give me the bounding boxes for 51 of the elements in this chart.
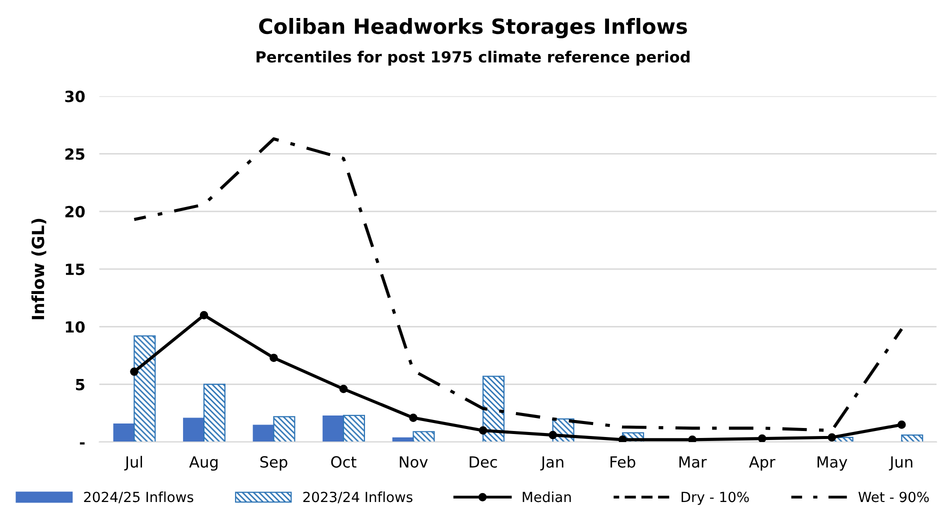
- point: [478, 426, 488, 435]
- x-tick-label: Sep: [260, 456, 288, 471]
- point: [130, 368, 138, 376]
- x-tick-label: Mar: [679, 456, 707, 468]
- x-tick-label: Feb: [610, 456, 636, 468]
- y-tick-label: -: [80, 442, 85, 444]
- legend-label: Median: [522, 491, 571, 502]
- point: [828, 433, 836, 442]
- y-tick-label: 25: [65, 148, 84, 160]
- x-tick-label: Dec: [470, 456, 497, 468]
- bar: [482, 376, 505, 442]
- bar: [273, 416, 296, 442]
- x-tick-label: Jun: [888, 456, 912, 471]
- x-tick-label: Nov: [400, 456, 428, 468]
- y-tick-label: 20: [65, 206, 85, 218]
- point: [618, 436, 627, 442]
- y-tick-label: 5: [76, 379, 84, 390]
- y-tick-label: 30: [65, 90, 85, 102]
- point: [339, 384, 348, 394]
- point: [200, 311, 208, 320]
- point: [409, 414, 418, 422]
- x-tick-label: Jul: [124, 456, 142, 471]
- legend-label: Dry - 10%: [682, 492, 749, 505]
- bar: [183, 418, 204, 442]
- bar: [901, 434, 924, 442]
- point: [758, 434, 766, 442]
- x-tick-label: May: [818, 456, 848, 471]
- line-series: [132, 137, 904, 432]
- point: [270, 354, 278, 362]
- legend-label: 2023/24 Inflows: [303, 491, 412, 504]
- legend-label: 2024/25 Inflows: [84, 491, 194, 504]
- chart-subtitle: Percentiles for post 1975 climate reference period: [256, 50, 690, 66]
- bar: [113, 424, 134, 442]
- y-tick-label: 10: [66, 321, 85, 333]
- point: [548, 430, 557, 440]
- bar: [342, 414, 365, 442]
- bar: [322, 415, 344, 442]
- bar: [412, 431, 435, 442]
- x-tick-label: Oct: [331, 456, 356, 468]
- bar: [134, 335, 156, 442]
- bar: [203, 384, 226, 442]
- y-tick-label: 15: [66, 264, 84, 276]
- chart-title: Coliban Headworks Storages Inflows: [259, 18, 687, 38]
- point: [688, 436, 697, 442]
- x-tick-label: Apr: [749, 456, 776, 471]
- legend-label: Wet - 90%: [858, 492, 929, 502]
- bar: [252, 424, 274, 442]
- x-tick-label: Aug: [189, 456, 218, 471]
- y-axis-title: Inflow (GL): [31, 218, 46, 320]
- point: [897, 420, 906, 429]
- x-tick-label: Jan: [540, 456, 564, 471]
